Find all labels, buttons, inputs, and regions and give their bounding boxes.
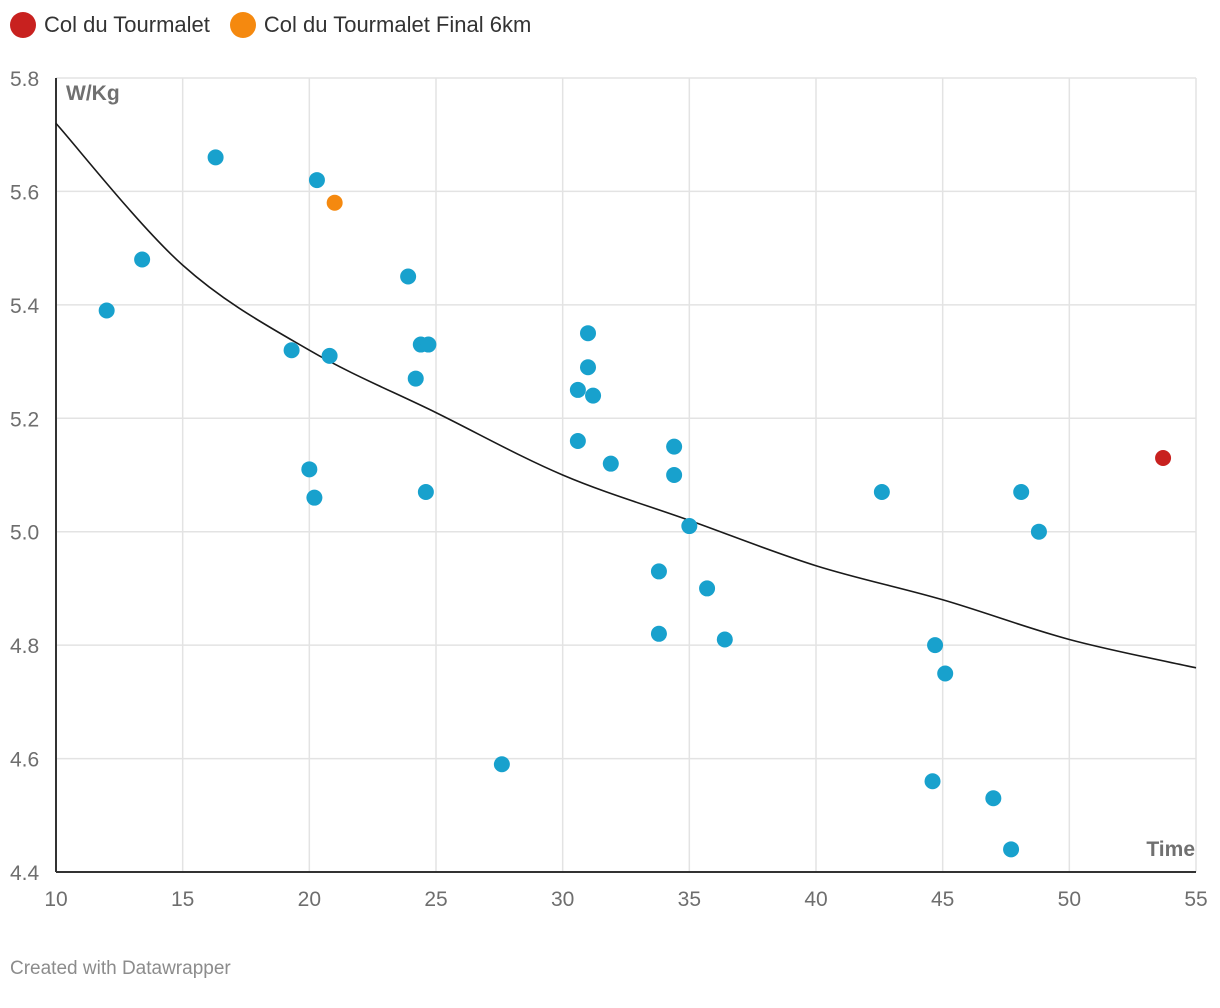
data-point (569, 432, 586, 449)
legend-label-tourmalet-final: Col du Tourmalet Final 6km (263, 12, 532, 37)
data-point (308, 172, 325, 189)
data-point (569, 381, 586, 398)
legend: Col du Tourmalet Col du Tourmalet Final … (10, 12, 531, 38)
x-tick-label: 55 (1184, 888, 1207, 911)
y-tick-label: 5.0 (10, 522, 39, 545)
data-point (493, 756, 510, 773)
data-point (407, 370, 424, 387)
legend-item-tourmalet: Col du Tourmalet (10, 12, 210, 38)
data-point (699, 580, 716, 597)
data-point-tourmalet-final (326, 194, 343, 211)
x-tick-label: 15 (171, 888, 194, 911)
x-tick-label: 35 (678, 888, 701, 911)
data-point (306, 489, 323, 506)
legend-label-tourmalet: Col du Tourmalet (44, 12, 210, 37)
data-point (580, 359, 596, 376)
x-axis-label: Time (1146, 838, 1195, 861)
data-point (666, 467, 683, 483)
footer-credit: Created with Datawrapper (10, 958, 231, 979)
data-point (927, 637, 944, 654)
y-tick-label: 5.2 (10, 408, 39, 431)
tick-labels: 10 15 20 25 30 35 40 45 50 55 4.4 4.6 4.8 5.0 5.2 5.4 5.… (10, 68, 1208, 911)
data-point (1030, 523, 1047, 540)
x-tick-label: 30 (551, 888, 574, 911)
data-point (98, 302, 115, 319)
data-point (321, 347, 338, 364)
axes (55, 78, 1196, 873)
data-point (1013, 484, 1030, 501)
data-point (1003, 841, 1020, 858)
x-tick-label: 20 (298, 888, 321, 911)
y-tick-label: 4.4 (10, 862, 40, 885)
legend-item-tourmalet-final: Col du Tourmalet Final 6km (229, 12, 532, 38)
legend-swatch-tourmalet (10, 12, 36, 38)
data-point (420, 336, 437, 353)
data-points (98, 149, 1172, 858)
data-point (681, 518, 698, 535)
data-point (602, 455, 619, 472)
data-point-tourmalet (1155, 449, 1172, 466)
trend-line (55, 122, 1197, 669)
data-point (301, 461, 318, 478)
y-tick-label: 4.8 (10, 635, 39, 658)
x-tick-label: 10 (44, 888, 67, 911)
data-point (716, 631, 733, 648)
data-point (873, 484, 890, 501)
data-point (134, 251, 151, 268)
data-point (580, 325, 596, 342)
x-tick-label: 25 (424, 888, 447, 911)
data-point (650, 563, 667, 580)
y-axis-label: W/Kg (66, 82, 120, 105)
y-tick-label: 5.6 (10, 181, 39, 204)
y-tick-label: 4.6 (10, 749, 39, 772)
grid (56, 77, 1197, 872)
data-point (924, 773, 941, 790)
data-point (650, 625, 667, 642)
x-tick-label: 40 (804, 888, 827, 911)
data-point (417, 484, 434, 501)
data-point (283, 342, 300, 359)
data-point (400, 268, 417, 285)
x-tick-label: 50 (1058, 888, 1081, 911)
y-tick-label: 5.4 (10, 295, 40, 318)
data-point (207, 149, 224, 166)
data-point (937, 665, 954, 682)
data-point (666, 438, 683, 455)
data-point (585, 387, 602, 404)
data-point (985, 790, 1002, 807)
x-tick-label: 45 (931, 888, 954, 911)
y-tick-label: 5.8 (10, 68, 39, 91)
legend-swatch-tourmalet-final (229, 12, 256, 38)
